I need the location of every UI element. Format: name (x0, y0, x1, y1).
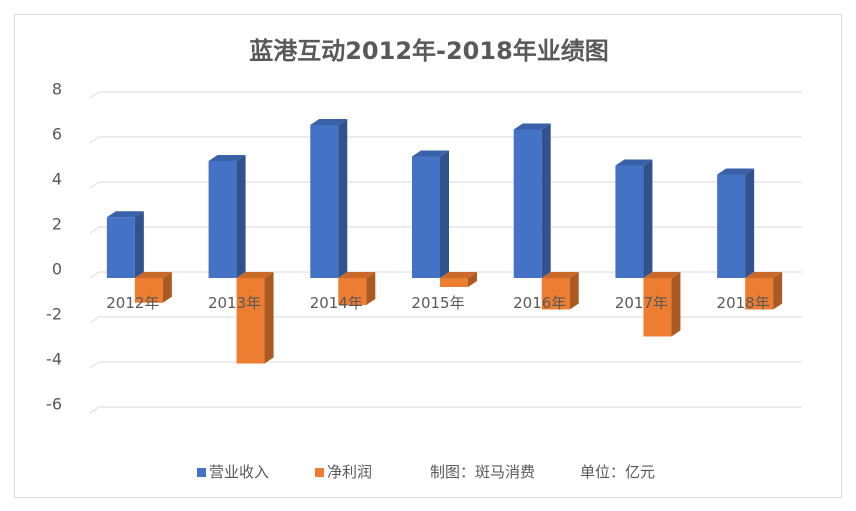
bar-front (412, 156, 440, 278)
x-category-label: 2012年 (106, 294, 159, 312)
bar-side (236, 155, 246, 278)
bar-profit (236, 272, 274, 364)
legend-label-profit: 净利润 (327, 463, 372, 481)
bar-front (643, 278, 672, 337)
bar-top (134, 272, 172, 278)
bar-profit (745, 272, 783, 310)
bar-front (236, 278, 265, 364)
bar-top (615, 159, 653, 166)
bar-side (569, 272, 579, 310)
bar-revenue (412, 150, 449, 278)
chart-title: 蓝港互动2012年-2018年业绩图 (249, 37, 609, 65)
bar-front (745, 278, 774, 310)
bar-front (106, 217, 135, 278)
bar-side (671, 272, 681, 337)
gridline-depth (89, 361, 100, 369)
bar-revenue (717, 168, 755, 278)
bar-profit (643, 272, 681, 337)
bar-profit (134, 272, 172, 303)
gridline-depth (89, 271, 100, 279)
bar-revenue (615, 159, 653, 278)
bar-top (208, 155, 246, 161)
legend: 营业收入 净利润 制图：斑马消费 单位：亿元 (197, 463, 655, 481)
bar-profit (541, 272, 579, 310)
bar-top (106, 211, 144, 218)
bar-front (134, 278, 163, 303)
bar-front (717, 174, 746, 278)
gridline-depth (89, 91, 100, 99)
bar-profit (440, 272, 477, 287)
gridline-depth (89, 226, 100, 234)
bar-top (440, 272, 477, 278)
y-tick-label: -6 (46, 395, 62, 414)
x-category-label: 2017年 (615, 294, 668, 312)
unit-label: 单位：亿元 (580, 463, 655, 481)
bar-side (468, 272, 477, 287)
bar-side (643, 159, 653, 278)
bar-top (643, 272, 681, 278)
legend-swatch-revenue (197, 468, 206, 477)
bar-revenue (208, 155, 246, 278)
bar-revenue (310, 119, 348, 278)
bar-side (440, 150, 449, 278)
y-axis: 8 6 4 2 0 -2 -4 -6 (46, 80, 62, 414)
x-category-label: 2013年 (208, 294, 261, 312)
y-tick-label: 0 (52, 260, 62, 279)
x-category-label: 2016年 (513, 294, 566, 312)
bar-front (208, 161, 237, 278)
x-category-label: 2014年 (310, 294, 363, 312)
bar-revenue (106, 211, 144, 278)
y-tick-label: 4 (52, 170, 62, 189)
bar-top (745, 272, 783, 278)
bar-front (338, 278, 367, 305)
legend-label-revenue: 营业收入 (209, 463, 269, 481)
bar-side (264, 272, 274, 364)
category-labels: 2012年 2013年 2014年 2015年 2016年 2017年 2018年 (106, 294, 769, 312)
bar-top (310, 119, 348, 125)
bar-front (310, 125, 339, 278)
y-tick-label: 6 (52, 125, 62, 144)
y-tick-label: 8 (52, 80, 62, 99)
gridline-depth (89, 316, 100, 324)
legend-swatch-profit (315, 468, 324, 477)
y-tick-label: 2 (52, 215, 62, 234)
y-tick-label: -4 (46, 350, 62, 369)
x-category-label: 2018年 (717, 294, 770, 312)
gridline-depth (89, 406, 100, 414)
chart-frame: 蓝港互动2012年-2018年业绩图 8 6 4 2 0 -2 -4 -6 2012年 2013… (14, 14, 842, 498)
bar-side (162, 272, 172, 303)
chart-maker-credit: 制图：斑马消费 (430, 463, 535, 481)
x-category-label: 2015年 (411, 294, 464, 312)
gridline-depth (89, 181, 100, 189)
bar-top (513, 123, 551, 130)
bars (106, 119, 783, 364)
bar-front (513, 129, 542, 278)
bar-top (338, 272, 376, 278)
y-tick-label: -2 (46, 305, 62, 324)
bar-top (717, 168, 755, 175)
bar-top (541, 272, 579, 278)
bar-front (615, 165, 644, 278)
bar-front (541, 278, 570, 310)
bar-top (412, 150, 449, 157)
bar-side (134, 211, 144, 278)
gridline-depth (89, 136, 100, 144)
bar-revenue (513, 123, 551, 278)
bar-side (745, 168, 755, 278)
bar-side (366, 272, 376, 305)
bar-chart: 蓝港互动2012年-2018年业绩图 8 6 4 2 0 -2 -4 -6 2012年 2013… (46, 37, 802, 481)
bar-top (236, 272, 274, 278)
bar-side (338, 119, 348, 278)
bar-profit (338, 272, 376, 305)
bar-front (440, 278, 468, 287)
bar-side (773, 272, 783, 310)
bar-side (541, 123, 551, 278)
